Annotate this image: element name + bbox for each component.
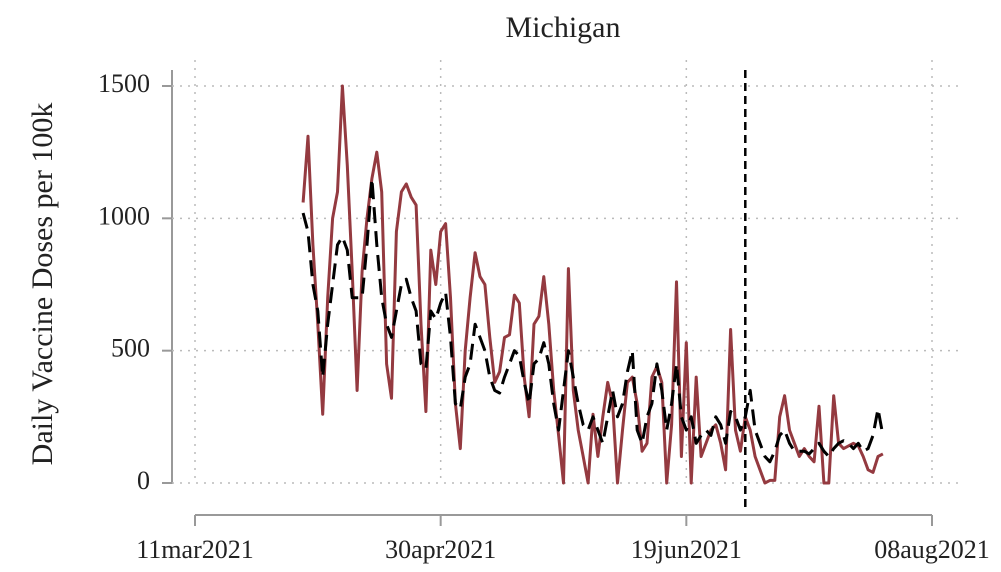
- y-tick-label: 1000: [98, 201, 150, 230]
- y-tick-label: 500: [111, 334, 150, 363]
- x-tick-label: 11mar2021: [136, 535, 253, 564]
- y-tick-label: 1500: [98, 69, 150, 98]
- series-line: [301, 177, 885, 464]
- chart-title: Michigan: [506, 11, 621, 44]
- x-tick-label: 19jun2021: [631, 535, 742, 564]
- x-tick-label: 08aug2021: [874, 535, 990, 564]
- y-tick-label: 0: [137, 466, 150, 495]
- series-line: [301, 84, 884, 485]
- y-axis-label: Daily Vaccine Doses per 100k: [26, 103, 59, 466]
- x-tick-label: 30apr2021: [385, 535, 496, 564]
